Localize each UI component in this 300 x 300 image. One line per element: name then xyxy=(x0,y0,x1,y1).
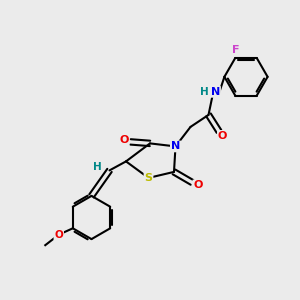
Text: S: S xyxy=(145,173,152,183)
Text: H: H xyxy=(92,162,101,172)
Text: O: O xyxy=(119,135,129,146)
Text: H: H xyxy=(200,87,208,97)
Text: O: O xyxy=(54,230,63,240)
Text: N: N xyxy=(171,141,180,152)
Text: O: O xyxy=(193,180,203,190)
Text: F: F xyxy=(232,45,239,55)
Text: N: N xyxy=(211,87,220,97)
Text: O: O xyxy=(218,131,227,141)
